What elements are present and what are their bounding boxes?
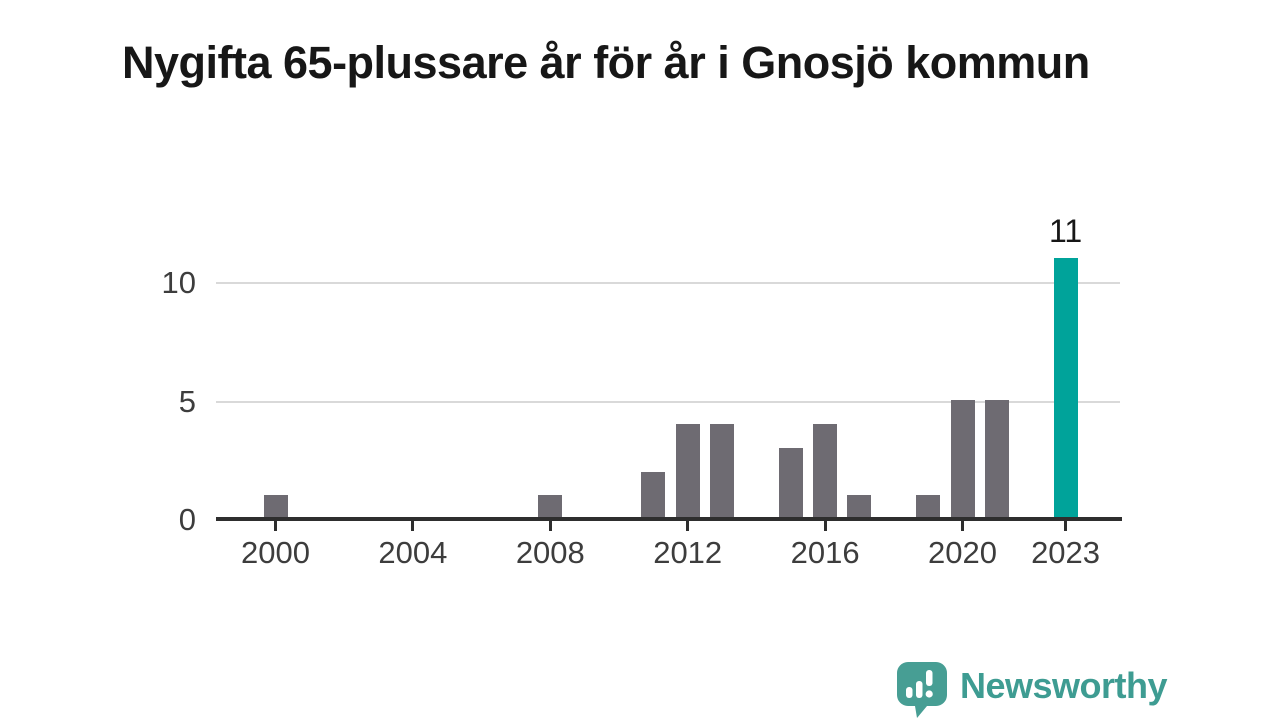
x-tick-label-2020: 2020 — [928, 535, 997, 570]
bar-2021 — [984, 400, 1009, 519]
bar-2023 — [1053, 258, 1078, 519]
bar-2008 — [538, 495, 563, 519]
x-tick-label-2004: 2004 — [378, 535, 448, 570]
y-tick-label-5: 5 — [178, 383, 196, 419]
bar-2000 — [263, 495, 288, 519]
bar-value-label-2023: 11 — [1048, 213, 1083, 249]
bar-2017 — [847, 495, 872, 519]
newsworthy-bubble-chart-icon — [896, 661, 948, 719]
x-axis-line — [216, 517, 1122, 521]
x-tick-mark-2000 — [274, 521, 277, 531]
x-tick-label-2012: 2012 — [653, 535, 723, 570]
x-tick-mark-2008 — [548, 521, 552, 531]
y-tick-label-10: 10 — [161, 265, 196, 300]
bar-2011 — [641, 472, 666, 519]
x-tick-label-2016: 2016 — [790, 535, 860, 570]
chart-title: Nygifta 65-plussare år för år i Gnosjö k… — [122, 37, 1090, 89]
bar-2013 — [710, 424, 735, 519]
x-tick-mark-2004 — [411, 521, 415, 531]
x-tick-label-2008: 2008 — [515, 535, 585, 570]
y-tick-label-0: 0 — [178, 502, 196, 537]
bar-2020 — [950, 400, 975, 519]
x-tick-label-2000: 2000 — [241, 535, 310, 570]
bar-2016 — [813, 424, 838, 519]
x-tick-mark-2012 — [686, 521, 690, 531]
bar-2019 — [916, 495, 941, 519]
gridline-10 — [216, 282, 1120, 284]
x-tick-label-2023: 2023 — [1031, 535, 1101, 570]
newsworthy-logo[interactable]: Newsworthy — [896, 661, 1168, 719]
x-tick-mark-2020 — [961, 521, 964, 531]
x-tick-mark-2023 — [1064, 521, 1068, 531]
bar-2012 — [675, 424, 700, 519]
x-tick-mark-2016 — [823, 521, 827, 531]
bar-2015 — [778, 448, 803, 519]
gridline-5 — [216, 400, 1120, 403]
newsworthy-wordmark: Newsworthy — [960, 665, 1168, 706]
